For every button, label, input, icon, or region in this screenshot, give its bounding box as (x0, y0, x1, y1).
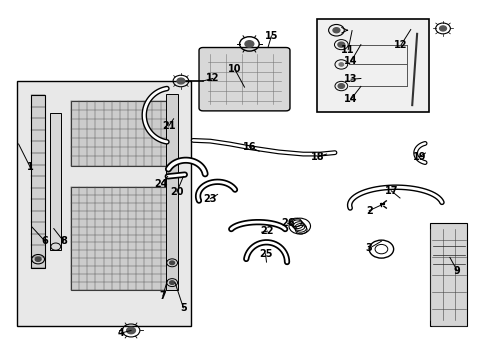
Text: 1: 1 (27, 162, 34, 172)
Circle shape (169, 261, 174, 265)
FancyBboxPatch shape (199, 48, 289, 111)
Text: 16: 16 (242, 142, 256, 152)
Text: 26: 26 (280, 218, 294, 228)
Text: 2: 2 (365, 206, 372, 216)
Circle shape (338, 84, 344, 89)
Text: 21: 21 (162, 121, 175, 131)
Circle shape (337, 42, 344, 47)
Bar (71, 101, 168, 166)
Text: 9: 9 (453, 266, 460, 276)
Text: 3: 3 (365, 243, 372, 253)
Bar (17, 81, 190, 326)
Bar (71, 187, 168, 290)
Circle shape (169, 281, 174, 284)
Circle shape (35, 257, 41, 261)
Text: 19: 19 (412, 152, 426, 162)
Text: 22: 22 (260, 226, 274, 236)
Text: 18: 18 (310, 152, 324, 162)
Text: 23: 23 (203, 194, 217, 204)
Text: 13: 13 (344, 74, 357, 84)
Circle shape (332, 28, 339, 33)
Circle shape (244, 41, 253, 47)
Text: 15: 15 (264, 31, 278, 41)
Text: 17: 17 (384, 186, 397, 196)
Bar (50, 113, 61, 250)
Text: 14: 14 (344, 56, 357, 66)
Text: 12: 12 (393, 40, 407, 50)
Bar (429, 223, 466, 326)
Circle shape (338, 63, 343, 66)
Text: 5: 5 (180, 303, 186, 313)
Circle shape (177, 78, 184, 84)
Text: 12: 12 (205, 73, 219, 84)
Text: 14: 14 (344, 94, 357, 104)
Bar (166, 94, 178, 290)
Bar (316, 19, 428, 112)
Text: 25: 25 (258, 249, 272, 259)
Text: 10: 10 (227, 64, 241, 74)
Text: 24: 24 (154, 179, 168, 189)
Text: 6: 6 (41, 236, 48, 246)
Text: 11: 11 (341, 45, 354, 55)
Text: 8: 8 (60, 236, 67, 246)
Circle shape (126, 327, 135, 334)
Circle shape (439, 26, 446, 31)
Text: 7: 7 (159, 291, 166, 301)
Text: 4: 4 (118, 328, 124, 338)
Bar (31, 95, 45, 268)
Text: 20: 20 (170, 186, 183, 197)
